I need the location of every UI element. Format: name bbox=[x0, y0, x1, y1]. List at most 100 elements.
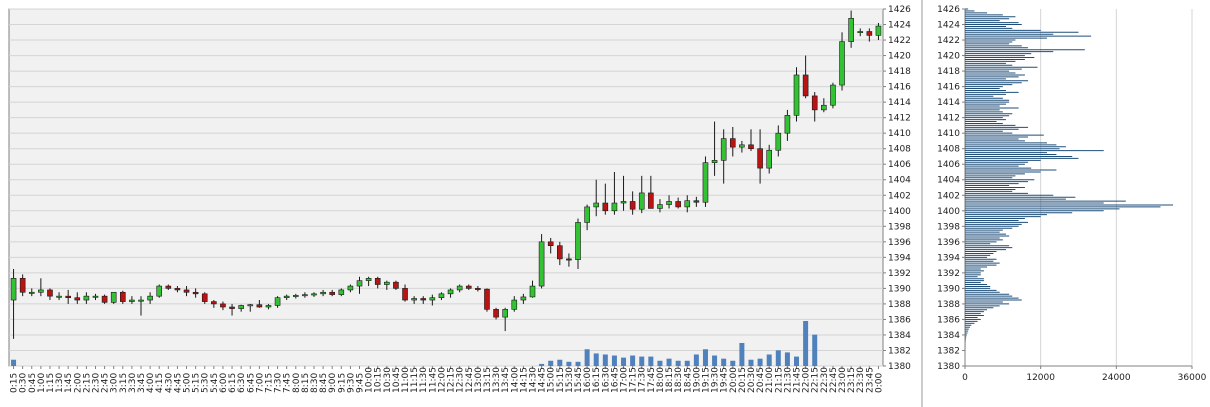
time-tick-label: 12:45 bbox=[465, 367, 475, 393]
profile-volume-axis: 0 12000 24000 36000 bbox=[962, 366, 1207, 383]
candle bbox=[529, 280, 536, 298]
price-tick-label: 1404 bbox=[888, 176, 911, 186]
time-tick-label: 12:30 bbox=[456, 367, 466, 393]
candle-body bbox=[465, 285, 472, 289]
time-tick-label: 13:15 bbox=[483, 367, 493, 393]
candle bbox=[229, 303, 235, 316]
time-tick-label: 8:45 bbox=[319, 373, 329, 393]
candle-body bbox=[857, 31, 864, 34]
candle-body bbox=[729, 138, 736, 148]
candle-body bbox=[547, 241, 554, 247]
candle bbox=[811, 92, 818, 122]
candle-body bbox=[529, 285, 536, 298]
candle-body bbox=[201, 293, 208, 302]
profile-price-tick-label: 1412 bbox=[937, 114, 960, 124]
volume-bar bbox=[657, 360, 663, 366]
volume-bar bbox=[602, 354, 608, 366]
price-tick-label: 1406 bbox=[888, 160, 911, 170]
time-tick-label: 4:30 bbox=[164, 373, 174, 393]
profile-price-axis: 1380 1382 1384 1386 1388 1390 1392 1394 1396 1398… bbox=[937, 5, 965, 372]
candle bbox=[120, 290, 126, 304]
candle-body bbox=[666, 201, 672, 205]
candle bbox=[575, 218, 581, 269]
candle bbox=[557, 241, 563, 266]
time-tick-label: 22:15 bbox=[811, 367, 821, 393]
candle bbox=[584, 204, 590, 231]
candle-body bbox=[848, 18, 854, 42]
candle bbox=[183, 286, 190, 297]
candle bbox=[92, 293, 99, 301]
candle-body bbox=[283, 295, 290, 299]
candle bbox=[793, 67, 800, 122]
candle bbox=[110, 291, 117, 304]
volume-bars bbox=[11, 321, 818, 366]
candle bbox=[283, 294, 290, 301]
time-tick-label: 7:15 bbox=[264, 373, 274, 393]
time-tick-label: 21:15 bbox=[774, 367, 784, 393]
candle-body bbox=[675, 201, 681, 208]
candle-body bbox=[821, 104, 827, 111]
candle bbox=[329, 289, 335, 297]
time-tick-label: 8:00 bbox=[292, 373, 302, 393]
time-tick-label: 15:45 bbox=[574, 367, 584, 393]
volume-bar bbox=[575, 361, 581, 366]
candle-body bbox=[684, 200, 691, 208]
candle-body bbox=[74, 297, 81, 301]
candle-body bbox=[83, 295, 90, 301]
candle-body bbox=[866, 31, 873, 36]
time-tick-label: 11:30 bbox=[419, 367, 429, 393]
price-tick-label: 1422 bbox=[888, 36, 911, 46]
time-tick-label: 20:30 bbox=[747, 367, 757, 393]
candle bbox=[192, 288, 199, 298]
candle bbox=[38, 278, 44, 297]
candle bbox=[802, 55, 809, 99]
candle-body bbox=[356, 280, 363, 287]
profile-price-tick-label: 1404 bbox=[937, 176, 960, 186]
candle bbox=[211, 300, 217, 308]
candle bbox=[174, 286, 181, 293]
candle-body bbox=[793, 74, 800, 116]
candle-body bbox=[265, 305, 272, 308]
time-tick-label: 11:00 bbox=[401, 367, 411, 393]
candle-body bbox=[165, 285, 172, 289]
volume-bar bbox=[739, 342, 745, 366]
candle-body bbox=[292, 295, 299, 297]
time-tick-label: 14:15 bbox=[519, 367, 529, 393]
candle-body bbox=[320, 291, 326, 295]
volume-bar bbox=[730, 360, 736, 366]
volume-bar bbox=[812, 334, 818, 366]
volume-bar bbox=[611, 355, 617, 366]
candle-body bbox=[256, 304, 263, 308]
candle bbox=[138, 296, 144, 316]
price-tick-label: 1390 bbox=[888, 284, 911, 294]
candle-body bbox=[629, 201, 636, 210]
candle bbox=[101, 294, 108, 304]
volume-bar bbox=[721, 358, 727, 366]
candle bbox=[875, 22, 882, 41]
candle bbox=[311, 292, 317, 297]
time-tick-label: 18:00 bbox=[656, 367, 666, 393]
candle-body bbox=[156, 285, 163, 297]
candle-body bbox=[693, 200, 700, 203]
price-tick-label: 1426 bbox=[888, 5, 911, 15]
time-tick-label: 21:00 bbox=[765, 367, 775, 393]
time-tick-label: 16:15 bbox=[592, 367, 602, 393]
time-tick-label: 12:15 bbox=[447, 367, 457, 393]
price-tick-label: 1416 bbox=[888, 83, 911, 93]
candle bbox=[547, 237, 554, 254]
time-tick-label: 18:15 bbox=[665, 367, 675, 393]
time-tick-label: 0:00 bbox=[874, 373, 884, 393]
candle bbox=[475, 286, 481, 292]
candle bbox=[384, 280, 390, 290]
candle-body bbox=[174, 288, 181, 291]
candle bbox=[83, 292, 90, 304]
candle bbox=[766, 144, 772, 174]
candle-body bbox=[129, 299, 135, 302]
volume-bar bbox=[684, 360, 690, 366]
volume-bar bbox=[621, 357, 627, 366]
candle bbox=[675, 197, 681, 209]
candle bbox=[821, 98, 827, 113]
candle bbox=[657, 199, 663, 213]
candle-body bbox=[830, 84, 836, 106]
profile-price-tick-label: 1396 bbox=[937, 238, 960, 248]
